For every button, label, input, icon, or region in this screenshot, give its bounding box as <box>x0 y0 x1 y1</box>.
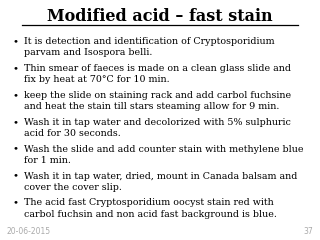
Text: keep the slide on staining rack and add carbol fuchsine
and heat the stain till : keep the slide on staining rack and add … <box>24 91 291 111</box>
Text: Modified acid – fast stain: Modified acid – fast stain <box>47 8 273 25</box>
Text: •: • <box>13 37 19 46</box>
Text: •: • <box>13 198 19 207</box>
Text: •: • <box>13 145 19 154</box>
Text: 37: 37 <box>304 228 314 236</box>
Text: •: • <box>13 172 19 181</box>
Text: Wash it in tap water and decolorized with 5% sulphuric
acid for 30 seconds.: Wash it in tap water and decolorized wit… <box>24 118 291 138</box>
Text: •: • <box>13 91 19 100</box>
Text: Wash the slide and add counter stain with methylene blue
for 1 min.: Wash the slide and add counter stain wit… <box>24 145 303 165</box>
Text: 20-06-2015: 20-06-2015 <box>6 228 51 236</box>
Text: Thin smear of faeces is made on a clean glass slide and
fix by heat at 70°C for : Thin smear of faeces is made on a clean … <box>24 64 291 84</box>
Text: •: • <box>13 118 19 127</box>
Text: •: • <box>13 64 19 73</box>
Text: Wash it in tap water, dried, mount in Canada balsam and
cover the cover slip.: Wash it in tap water, dried, mount in Ca… <box>24 172 297 192</box>
Text: The acid fast Cryptosporidium oocyst stain red with
carbol fuchsin and non acid : The acid fast Cryptosporidium oocyst sta… <box>24 198 277 219</box>
Text: It is detection and identification of Cryptosporidium
parvam and Isospora belli.: It is detection and identification of Cr… <box>24 37 275 57</box>
